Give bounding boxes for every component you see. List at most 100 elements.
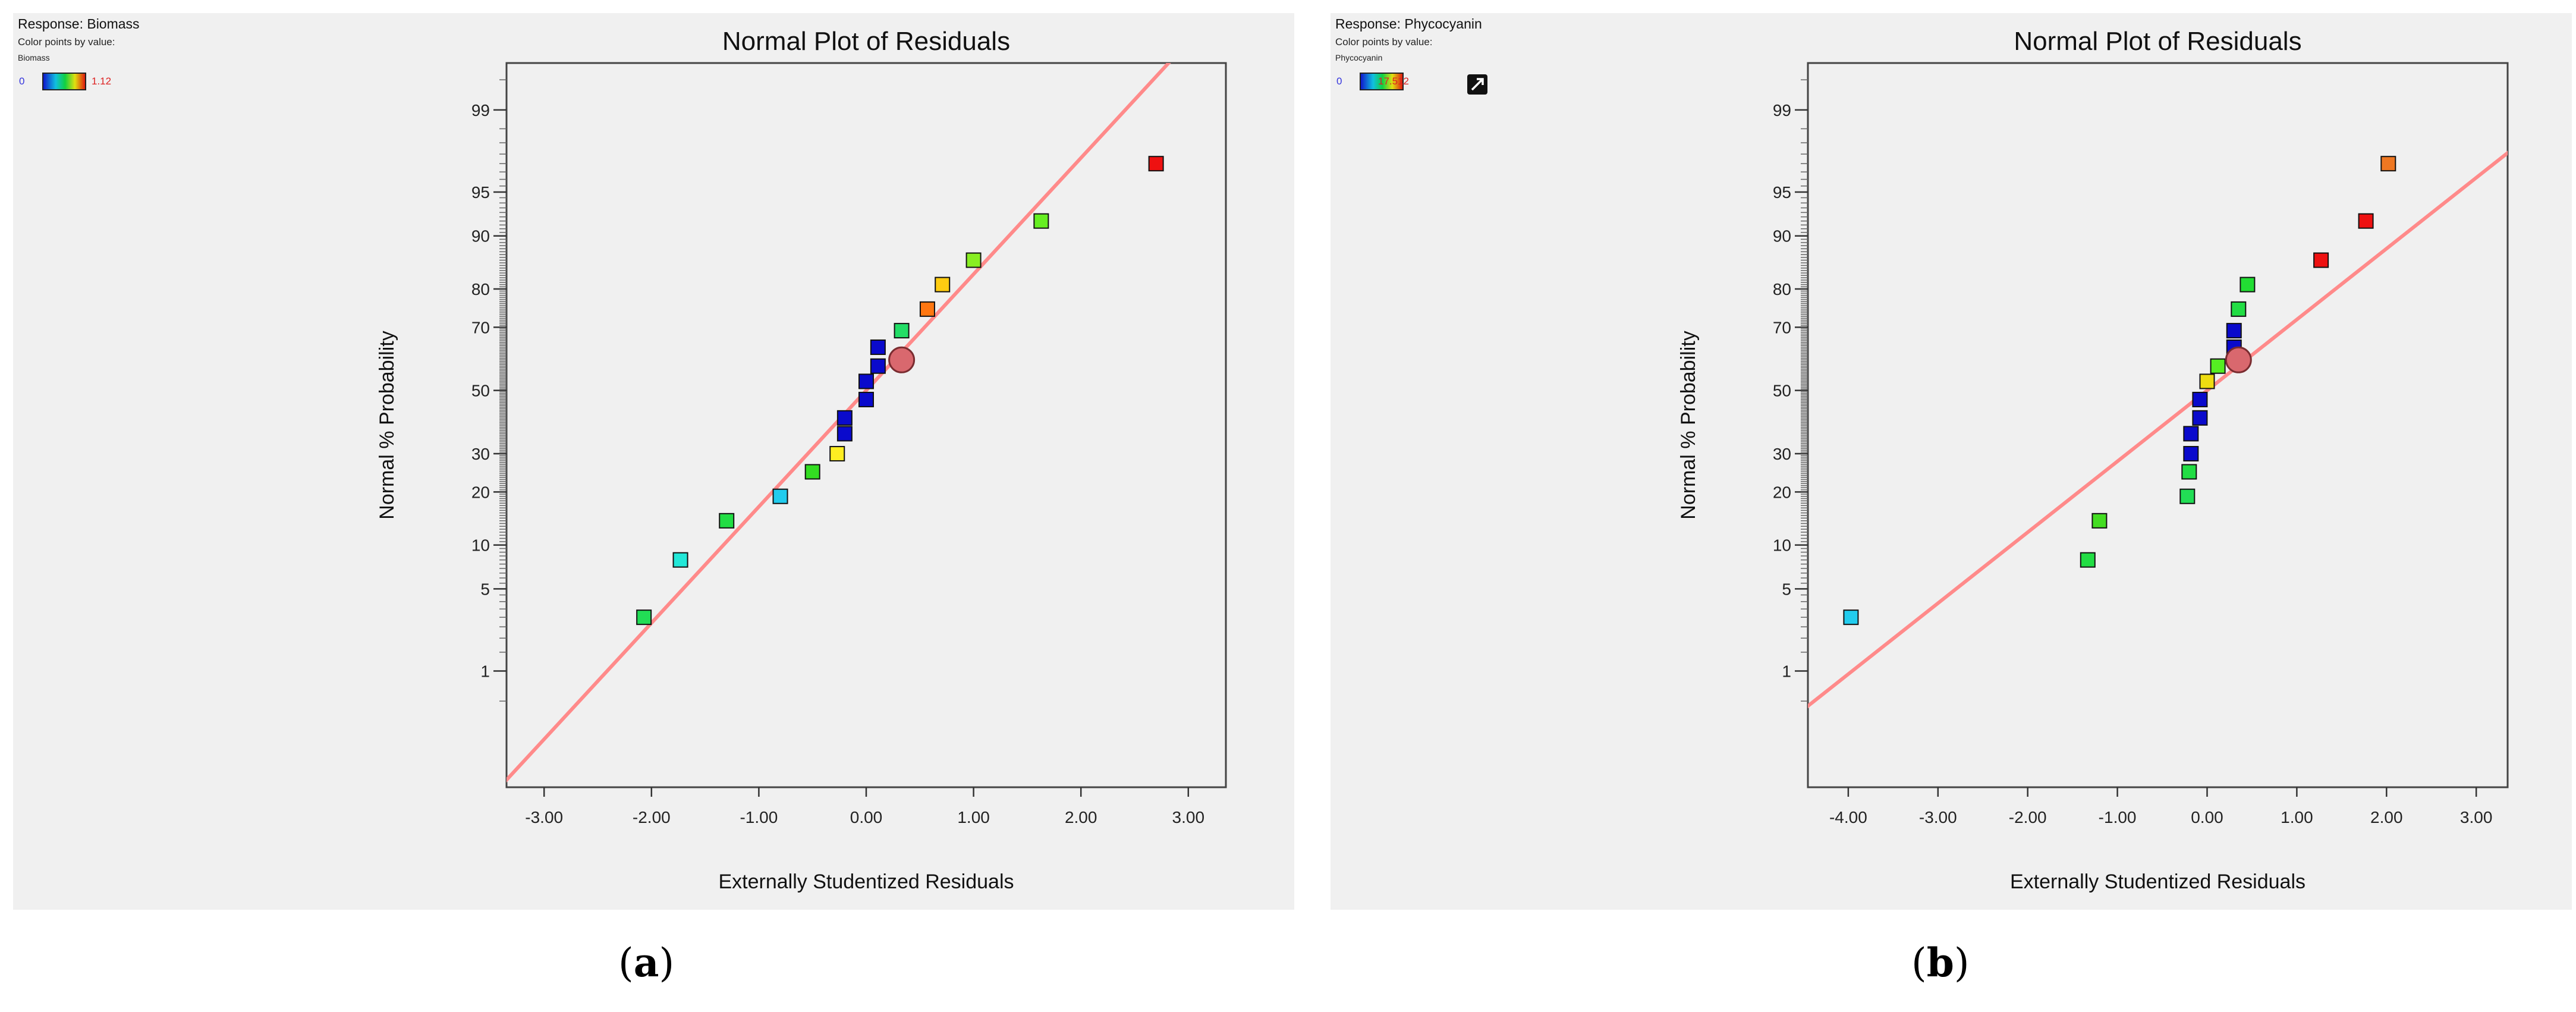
data-point xyxy=(2183,446,2199,462)
y-tick-label: 99 xyxy=(471,101,490,120)
data-point xyxy=(935,276,951,293)
x-tick-label: 0.00 xyxy=(2191,808,2223,826)
x-tick-label: 1.00 xyxy=(2281,808,2313,826)
data-point xyxy=(1843,609,1859,626)
x-tick-label: 2.00 xyxy=(2370,808,2403,826)
plot-area xyxy=(505,62,1227,788)
data-point xyxy=(870,358,886,374)
data-point xyxy=(2199,373,2215,389)
y-axis-label: Normal % Probability xyxy=(1677,331,1700,519)
y-tick-label: 70 xyxy=(471,318,490,337)
x-tick-label: 3.00 xyxy=(2460,808,2493,826)
y-tick-label: 95 xyxy=(471,183,490,202)
response-label: Response: Phycocyanin xyxy=(1335,16,1482,32)
data-point xyxy=(2380,156,2396,172)
data-point xyxy=(2226,323,2242,339)
x-tick-label: -1.00 xyxy=(740,808,778,826)
y-tick-label: 30 xyxy=(471,445,490,463)
data-point xyxy=(2358,213,2374,229)
response-label: Response: Biomass xyxy=(18,16,140,32)
color-variable-label: Biomass xyxy=(18,53,50,62)
data-point xyxy=(919,301,935,317)
highlighted-point xyxy=(2225,346,2252,373)
data-point xyxy=(2179,488,2196,504)
y-tick-label: 10 xyxy=(1773,536,1791,555)
data-point xyxy=(636,609,652,626)
y-tick-label: 80 xyxy=(471,280,490,298)
caption-a: (a) xyxy=(618,939,675,986)
x-tick-label: -3.00 xyxy=(525,808,563,826)
y-tick-label: 5 xyxy=(1782,580,1791,598)
external-link-icon-arrow xyxy=(1471,78,1484,91)
data-point xyxy=(829,446,845,462)
x-tick-label: -4.00 xyxy=(1829,808,1867,826)
y-tick-label: 90 xyxy=(471,227,490,246)
chart-title: Normal Plot of Residuals xyxy=(2014,27,2301,56)
data-point xyxy=(870,339,886,355)
x-axis-label: Externally Studentized Residuals xyxy=(718,870,1014,893)
data-point xyxy=(2080,552,2096,568)
data-point xyxy=(2181,464,2197,480)
y-tick-label: 20 xyxy=(471,483,490,501)
color-scale-bar xyxy=(42,73,86,90)
data-point xyxy=(804,464,820,480)
x-tick-label: -3.00 xyxy=(1919,808,1957,826)
color-scale-max: 17.512 xyxy=(1378,76,1409,87)
x-tick-label: -2.00 xyxy=(633,808,671,826)
caption-b-letter: b xyxy=(1926,939,1954,986)
y-tick-label: 1 xyxy=(480,662,490,681)
caption-a-letter: a xyxy=(633,939,659,986)
highlighted-point xyxy=(888,346,916,373)
y-tick-label: 20 xyxy=(1773,483,1791,501)
data-point xyxy=(2210,358,2226,374)
data-point xyxy=(2313,252,2329,268)
color-scale-min: 0 xyxy=(1336,76,1342,87)
chart-title: Normal Plot of Residuals xyxy=(722,27,1010,56)
fit-line xyxy=(507,63,1171,783)
data-point xyxy=(2183,426,2199,442)
data-point xyxy=(2192,410,2208,426)
y-tick-label: 90 xyxy=(1773,227,1791,246)
y-tick-label: 80 xyxy=(1773,280,1791,298)
data-point xyxy=(719,513,735,529)
y-tick-label: 30 xyxy=(1773,445,1791,463)
panel-a: Response: Biomass Color points by value: B… xyxy=(13,13,1294,910)
x-tick-label: -2.00 xyxy=(2009,808,2047,826)
data-point xyxy=(894,323,910,339)
color-variable-label: Phycocyanin xyxy=(1335,53,1382,62)
x-axis-label: Externally Studentized Residuals xyxy=(2010,870,2305,893)
x-tick-label: 3.00 xyxy=(1172,808,1205,826)
x-tick-label: 1.00 xyxy=(957,808,990,826)
data-point xyxy=(772,488,788,504)
data-point xyxy=(836,426,853,442)
y-tick-label: 5 xyxy=(480,580,490,598)
panel-b: Response: Phycocyanin Color points by val… xyxy=(1331,13,2572,910)
chart-a-svg: Response: Biomass Color points by value: B… xyxy=(18,16,1227,893)
color-scale-min: 0 xyxy=(19,76,24,87)
data-point xyxy=(1033,213,1049,229)
external-link-icon xyxy=(1467,74,1487,95)
data-point xyxy=(2231,301,2247,317)
data-point xyxy=(2091,513,2108,529)
y-axis-label: Normal % Probability xyxy=(376,331,398,519)
y-tick-label: 50 xyxy=(1773,382,1791,400)
data-point xyxy=(2192,391,2208,407)
color-scale-max: 1.12 xyxy=(92,76,111,87)
y-tick-label: 50 xyxy=(471,382,490,400)
x-tick-label: 0.00 xyxy=(850,808,883,826)
y-tick-label: 95 xyxy=(1773,183,1791,202)
y-minor-ticks xyxy=(1801,79,1808,702)
caption-b: (b) xyxy=(1911,939,1970,986)
y-tick-label: 10 xyxy=(471,536,490,555)
plot-area xyxy=(1807,62,2509,788)
color-by-label: Color points by value: xyxy=(18,36,115,48)
color-by-label: Color points by value: xyxy=(1335,36,1432,48)
fit-line xyxy=(1808,150,2508,709)
data-point xyxy=(858,391,874,407)
y-tick-label: 1 xyxy=(1782,662,1791,681)
data-point xyxy=(858,373,874,389)
color-scale-bar xyxy=(1360,73,1404,90)
chart-b-svg: Response: Phycocyanin Color points by val… xyxy=(1335,16,2509,893)
data-point xyxy=(672,552,688,568)
